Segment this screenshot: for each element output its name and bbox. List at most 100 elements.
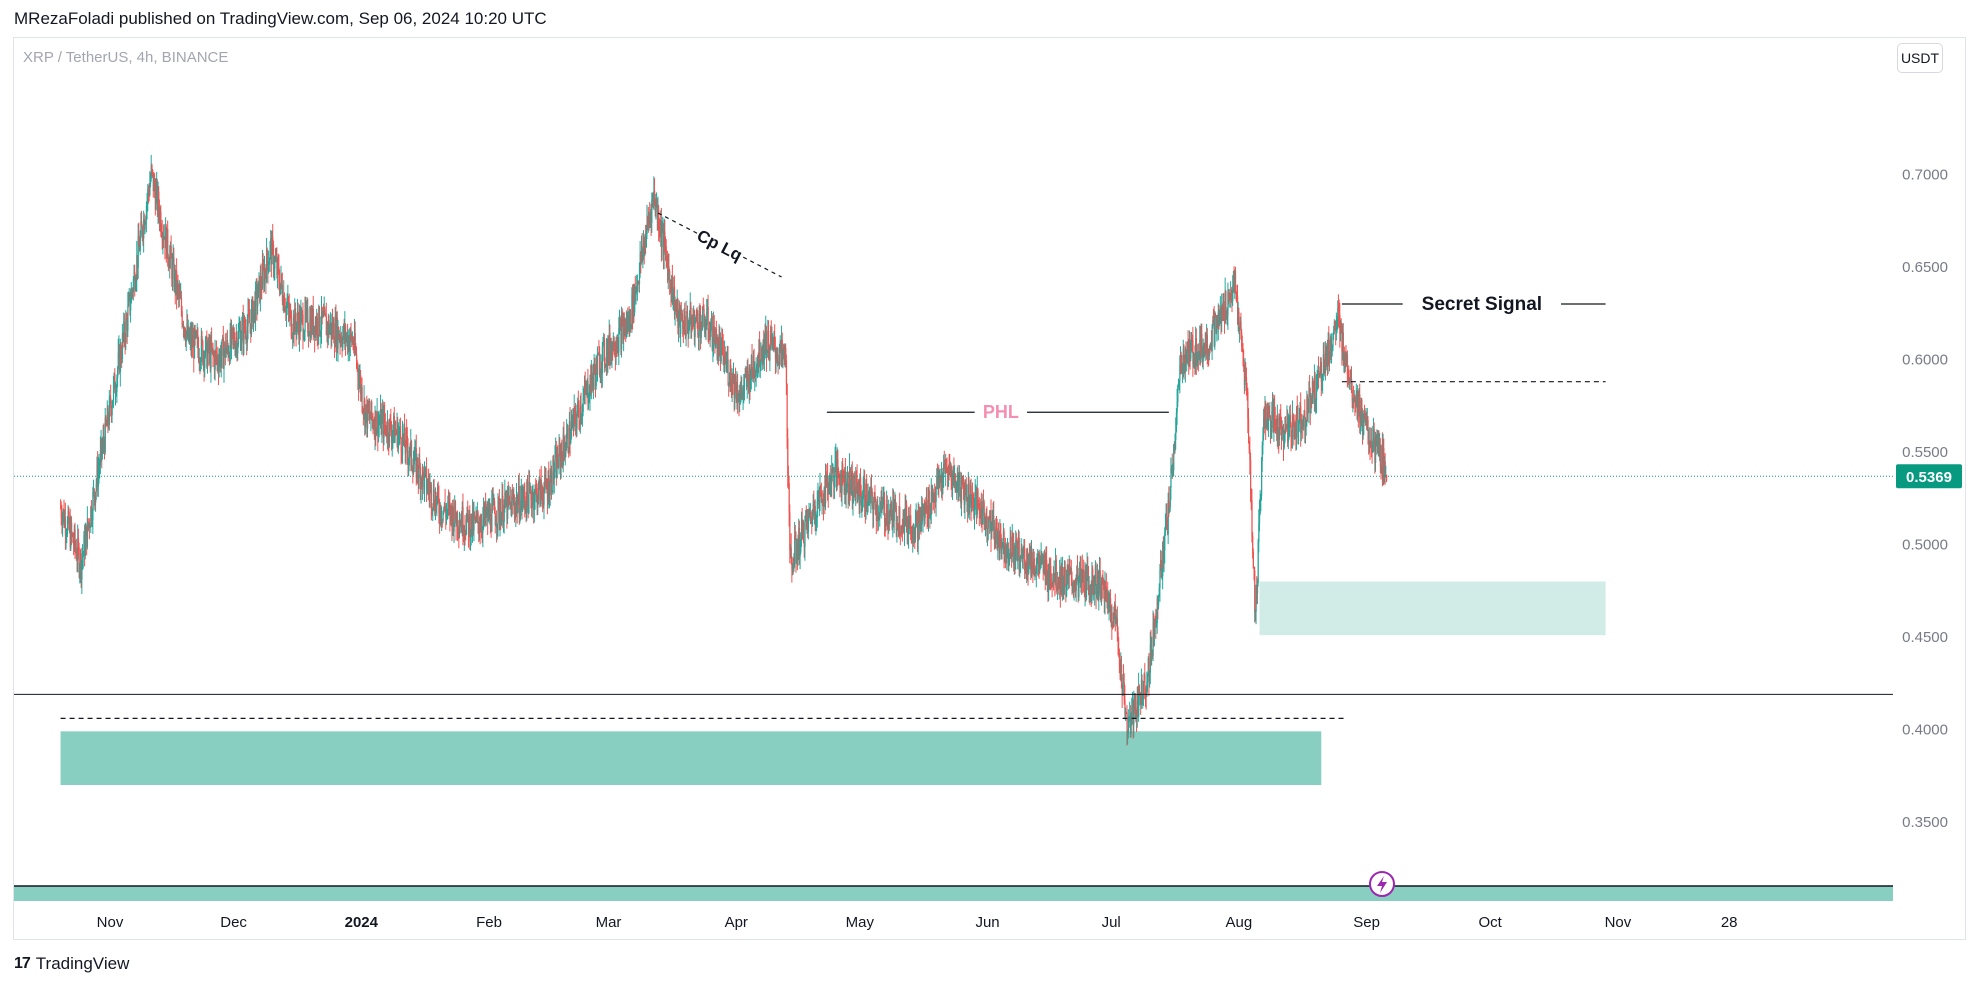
candle-body xyxy=(831,468,833,484)
candle-body xyxy=(79,553,82,569)
candle-body xyxy=(910,515,912,534)
candle-body xyxy=(1118,648,1120,654)
candle-body xyxy=(1120,664,1122,676)
candle-body xyxy=(1105,586,1108,595)
candle-body xyxy=(858,493,860,506)
candle-body xyxy=(1127,718,1130,734)
candle-body xyxy=(86,518,89,548)
candle-body xyxy=(742,389,744,398)
candle-body xyxy=(708,330,710,336)
candle-body xyxy=(261,288,263,290)
candle-body xyxy=(1144,674,1146,695)
candle-body xyxy=(769,348,771,361)
candle-body xyxy=(807,511,810,533)
candle-body xyxy=(1204,339,1206,357)
candle-body xyxy=(1165,516,1167,527)
candle-body xyxy=(783,345,786,361)
candle-body xyxy=(1178,381,1180,384)
candle-body xyxy=(346,333,348,338)
candle-body xyxy=(704,322,706,334)
candle-body xyxy=(1282,429,1284,433)
candle-body xyxy=(854,490,856,494)
candle-body xyxy=(669,281,672,285)
candle-body xyxy=(950,471,952,481)
candle-body xyxy=(177,282,179,288)
candle-body xyxy=(520,490,523,501)
candle-body xyxy=(321,307,323,318)
candle-body xyxy=(1096,574,1099,592)
candle-body xyxy=(1112,625,1114,627)
candle-body xyxy=(517,501,519,512)
candle-body xyxy=(1267,416,1270,430)
candle-body xyxy=(1277,418,1279,436)
currency-button[interactable]: USDT xyxy=(1897,43,1943,73)
candle-body xyxy=(1333,321,1336,331)
candle-body xyxy=(588,401,590,403)
candle-body xyxy=(218,360,220,372)
candle-body xyxy=(1207,351,1209,353)
candle-body xyxy=(183,327,185,331)
candle-body xyxy=(943,463,945,478)
candle-body xyxy=(225,349,227,358)
candle-body xyxy=(622,320,624,339)
candle-body xyxy=(868,492,870,494)
candle-body xyxy=(1355,401,1357,405)
candle-body xyxy=(1209,348,1211,350)
candle-body xyxy=(789,512,791,551)
candle-body xyxy=(1141,679,1143,705)
candle-body xyxy=(976,490,978,515)
candle-body xyxy=(302,314,304,339)
time-tick: Sep xyxy=(1353,914,1380,931)
candle-body xyxy=(497,497,499,524)
candle-body xyxy=(1099,570,1101,595)
candle-body xyxy=(1043,557,1045,573)
candle-body xyxy=(419,467,422,490)
candle-body xyxy=(104,417,106,453)
candle-body xyxy=(113,373,115,383)
candle-body xyxy=(1256,582,1259,594)
candle-body xyxy=(71,522,73,534)
candle-body xyxy=(930,491,932,515)
candle-body xyxy=(213,354,216,370)
candle-body xyxy=(984,515,986,526)
candle-body xyxy=(439,505,441,521)
candle-body xyxy=(513,500,516,510)
candle-body xyxy=(706,306,709,312)
candle-body xyxy=(1134,707,1136,709)
candle-body xyxy=(674,303,676,315)
candle-body xyxy=(454,501,456,524)
candle-body xyxy=(248,310,250,314)
candle-body xyxy=(700,318,702,338)
candle-body xyxy=(1035,572,1037,574)
candle-body xyxy=(745,373,747,376)
candle-body xyxy=(1017,537,1020,541)
candle-body xyxy=(1308,389,1310,412)
candle-body xyxy=(886,504,889,523)
candle-body xyxy=(264,269,266,285)
candle-body xyxy=(1074,582,1076,589)
candle-body xyxy=(613,336,615,354)
candle-body xyxy=(1163,550,1165,560)
candle-body xyxy=(175,270,177,291)
candle-body xyxy=(498,501,501,523)
candle-body xyxy=(1183,348,1185,367)
candle-body xyxy=(1186,352,1188,363)
candle-body xyxy=(360,387,363,394)
candle-body xyxy=(163,236,165,239)
candle-body xyxy=(235,343,237,353)
candle-body xyxy=(261,264,264,289)
candle-body xyxy=(1247,391,1249,419)
candle-body xyxy=(490,528,492,532)
candle-body xyxy=(770,334,772,349)
candle-body xyxy=(973,497,975,518)
candle-body xyxy=(655,204,657,212)
candle-body xyxy=(884,499,886,523)
candle-body xyxy=(1304,426,1307,431)
candle-body xyxy=(1380,466,1382,472)
candle-body xyxy=(963,488,965,505)
candle-body xyxy=(123,321,126,339)
candle-body xyxy=(567,427,569,450)
candle-body xyxy=(491,504,493,532)
candle-body xyxy=(1062,567,1064,594)
